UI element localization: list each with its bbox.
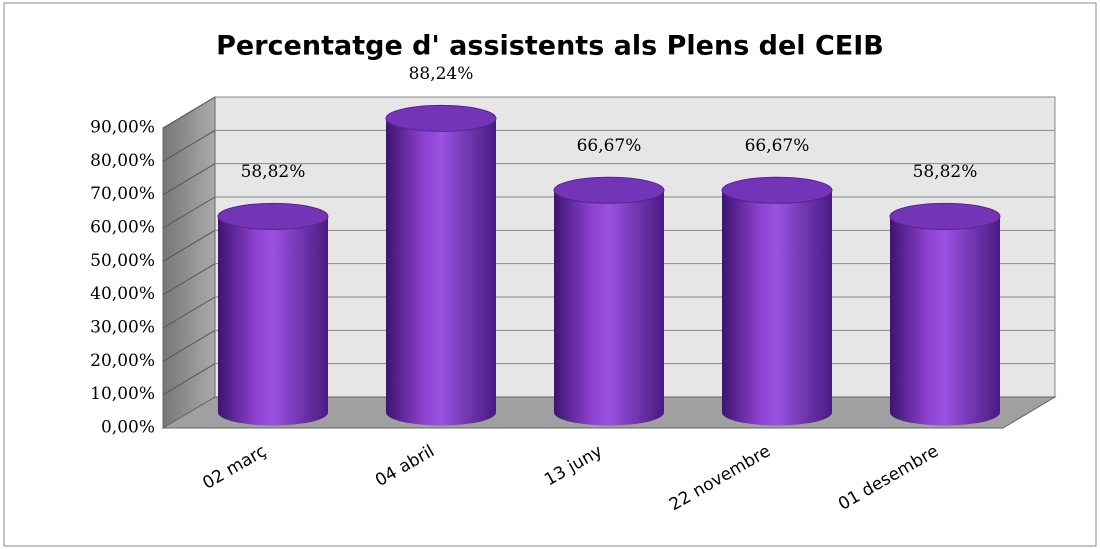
y-tick-label: 70,00% bbox=[90, 184, 155, 204]
cylinder bbox=[386, 118, 496, 426]
chart-title: Percentatge d' assistents als Plens del … bbox=[216, 31, 884, 62]
side-grid-line bbox=[162, 163, 216, 196]
value-label: 58,82% bbox=[913, 162, 978, 182]
value-label: 58,82% bbox=[241, 162, 306, 182]
side-grid-line bbox=[162, 363, 216, 396]
side-grid-line bbox=[162, 329, 216, 362]
side-grid-line bbox=[162, 129, 216, 162]
cylinder-top bbox=[217, 202, 329, 230]
side-grid-line bbox=[162, 263, 216, 296]
y-tick-label: 50,00% bbox=[90, 251, 155, 271]
side-wall bbox=[162, 96, 216, 429]
y-tick-label: 10,00% bbox=[90, 384, 155, 404]
y-tick-label: 90,00% bbox=[90, 118, 155, 138]
y-tick-label: 40,00% bbox=[90, 284, 155, 304]
side-grid-line bbox=[162, 96, 216, 129]
cylinder-top bbox=[889, 202, 1001, 230]
cylinder-top bbox=[721, 176, 833, 204]
y-tick-label: 80,00% bbox=[90, 151, 155, 171]
cylinder bbox=[218, 216, 328, 426]
cylinder bbox=[554, 190, 664, 426]
y-tick-label: 20,00% bbox=[90, 351, 155, 371]
y-tick-label: 30,00% bbox=[90, 318, 155, 338]
side-grid-line bbox=[162, 196, 216, 229]
side-grid-line bbox=[162, 229, 216, 262]
value-label: 88,24% bbox=[409, 64, 474, 84]
cylinder-top bbox=[385, 104, 497, 132]
side-grid-line bbox=[162, 296, 216, 329]
value-label: 66,67% bbox=[745, 136, 810, 156]
y-tick-label: 60,00% bbox=[90, 218, 155, 238]
cylinder bbox=[722, 190, 832, 426]
cylinder bbox=[890, 216, 1000, 426]
y-tick-label: 0,00% bbox=[101, 418, 155, 438]
cylinder-top bbox=[553, 176, 665, 204]
value-label: 66,67% bbox=[577, 136, 642, 156]
